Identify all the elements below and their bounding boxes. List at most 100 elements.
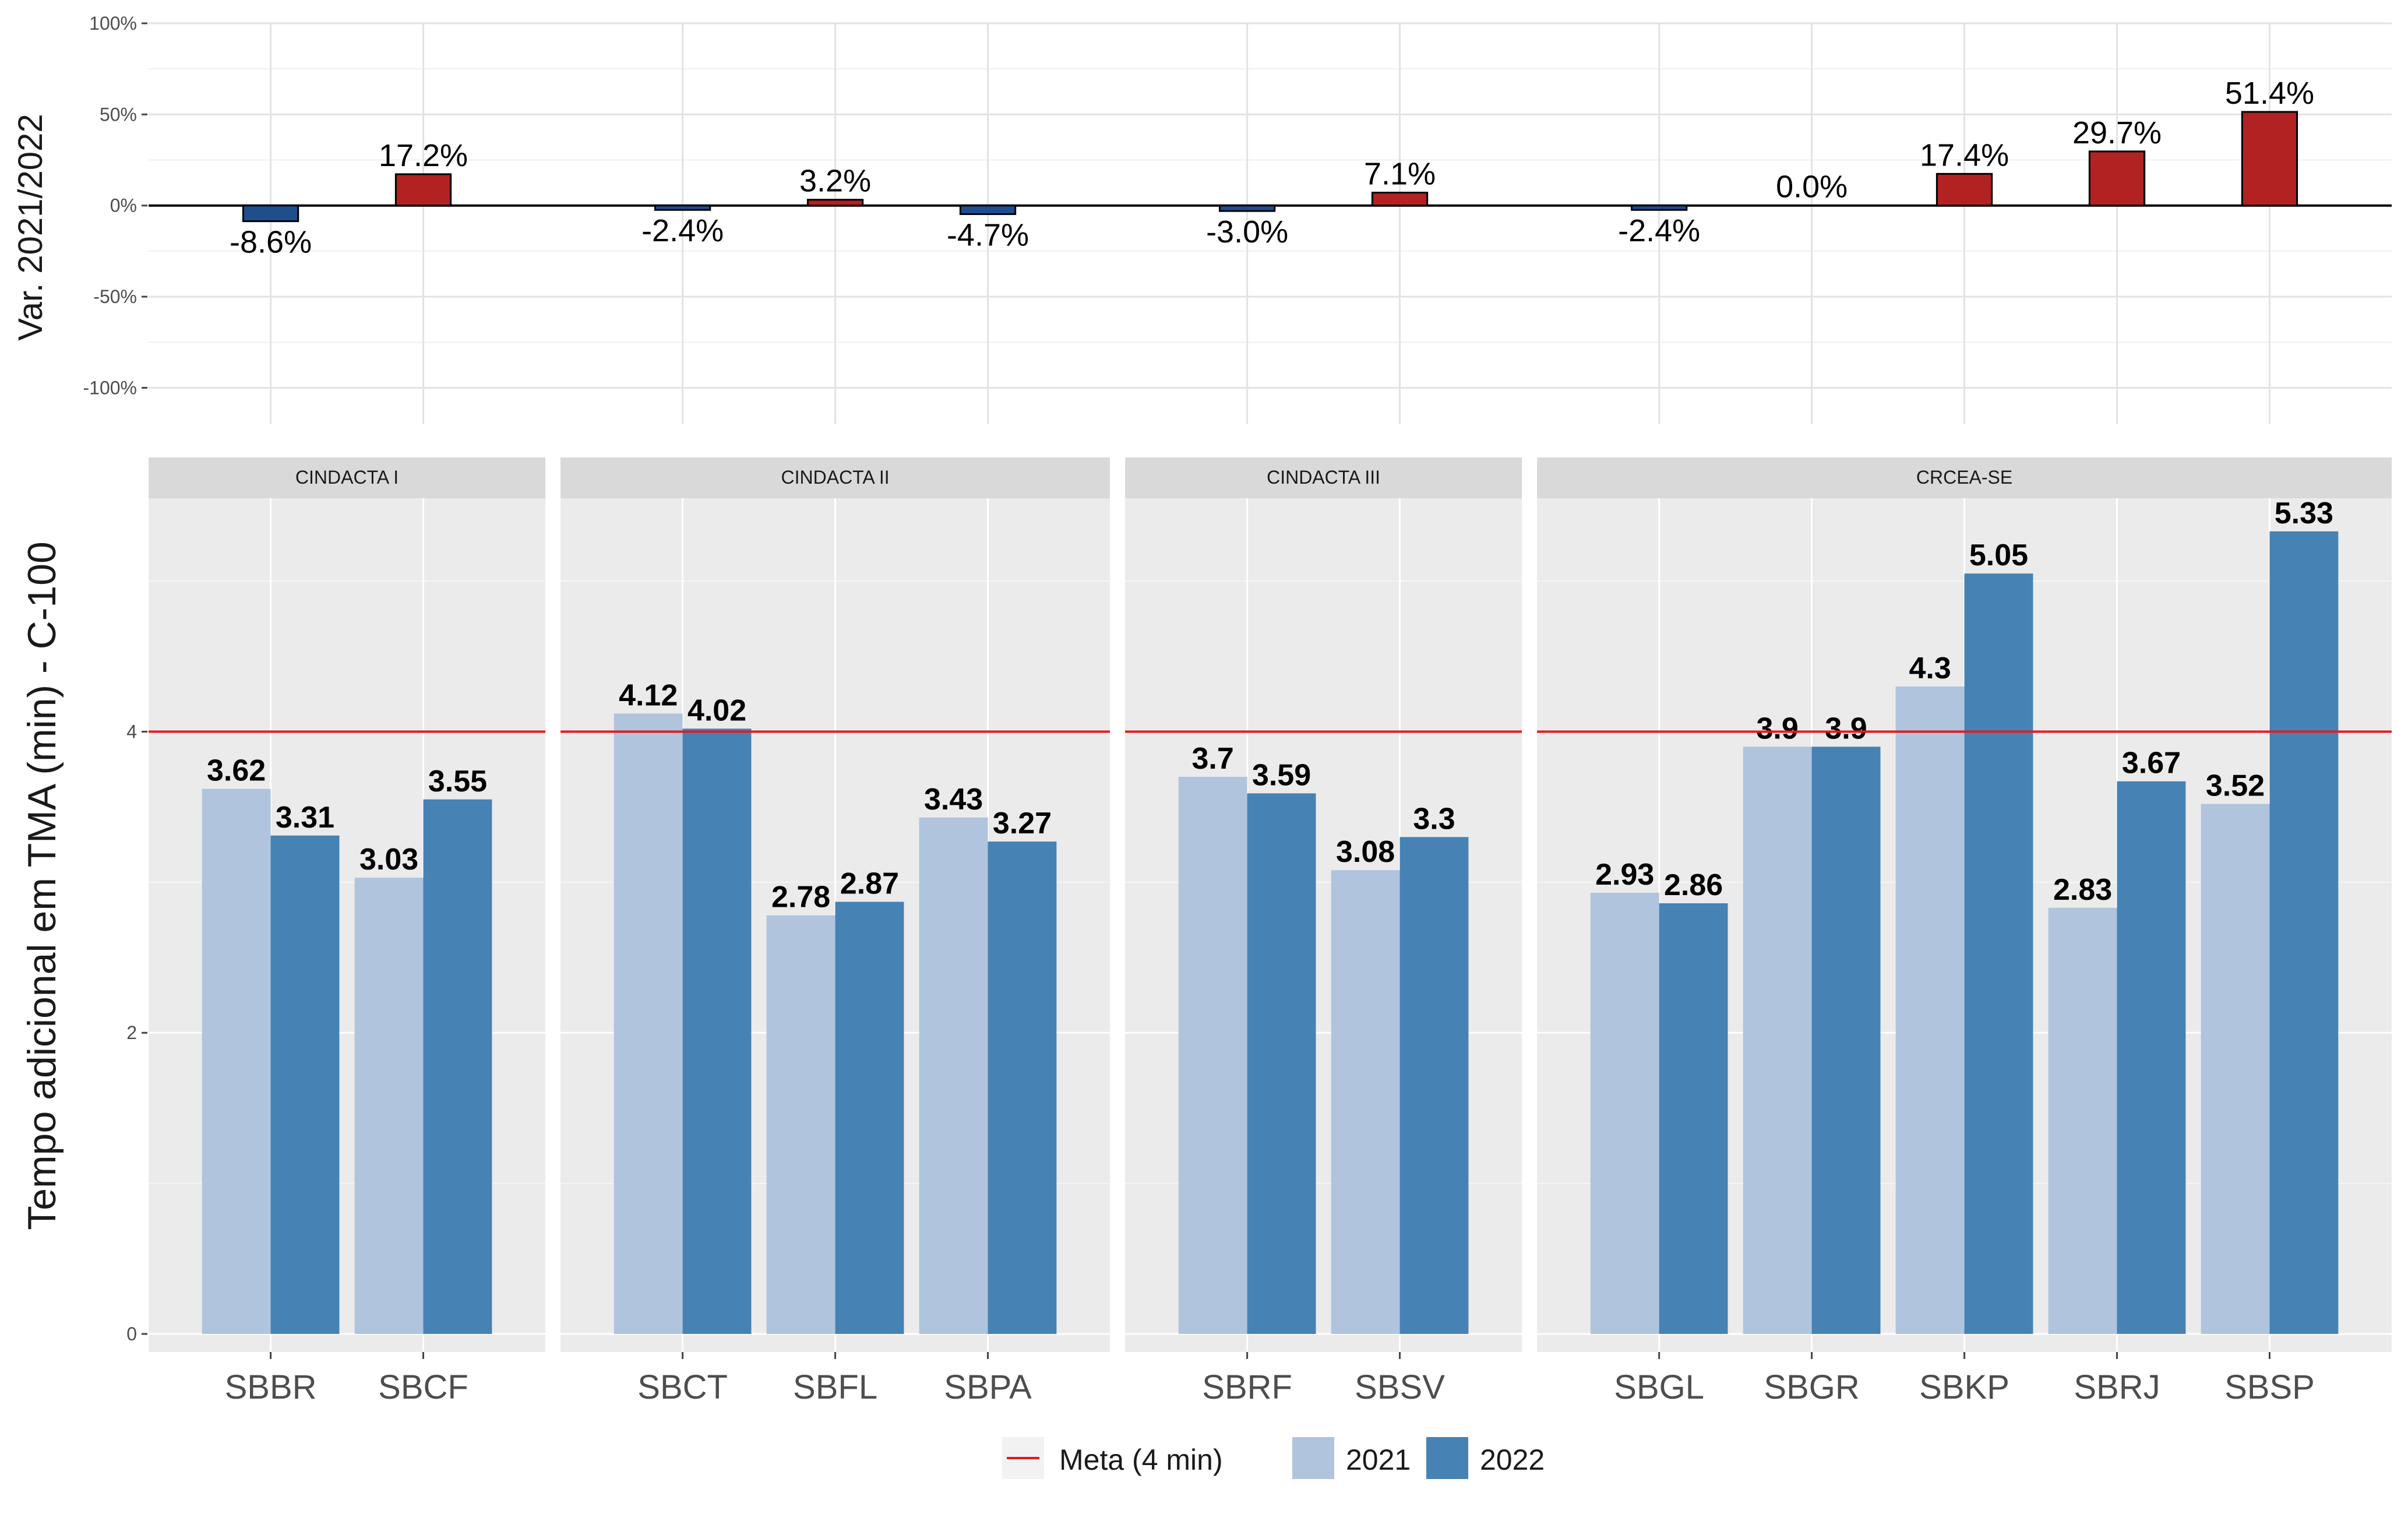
variation-bar-sbkp	[1935, 172, 1993, 207]
facet-strip	[1125, 457, 1522, 498]
bar-2021-sbkp	[1895, 686, 1965, 1334]
bar-2021-sbgl	[1590, 892, 1659, 1334]
variation-label-sbbr: -8.6%	[230, 225, 312, 260]
data-label-2021-sbgr: 3.9	[1757, 712, 1799, 745]
x-tick-label-sbkp: SBKP	[1919, 1368, 2009, 1406]
bar-2022-sbrf	[1247, 793, 1316, 1334]
data-label-2021-sbsv: 3.08	[1336, 835, 1395, 869]
x-tick-label-sbsp: SBSP	[2224, 1368, 2315, 1406]
variation-y-tick-label: 0%	[110, 195, 137, 216]
legend-label-meta: Meta (4 min)	[1059, 1443, 1223, 1476]
facet-strip-label: CINDACTA III	[1267, 467, 1380, 488]
variation-label-sbrj: 29.7%	[2072, 115, 2162, 150]
bar-2021-sbsp	[2201, 804, 2270, 1334]
data-label-2022-sbfl: 2.87	[840, 867, 899, 900]
x-tick-label-sbpa: SBPA	[944, 1368, 1032, 1406]
data-label-2021-sbcf: 3.03	[359, 843, 418, 876]
facet-cindacta-i: CINDACTA I 3.62 3.31 SBBR 3.03 3.55 SBCF	[149, 457, 546, 1406]
variation-bar-sbsv	[1371, 192, 1429, 207]
bar-2022-sbfl	[835, 902, 904, 1334]
x-tick-label-sbrf: SBRF	[1202, 1368, 1292, 1406]
bar-2022-sbkp	[1964, 573, 2033, 1334]
variation-data-labels: -8.6% 17.2% -2.4% 3.2% -4.7% -3.0% 7.1% -2.4% 0.…	[230, 76, 2314, 260]
variation-bar-sbct	[654, 205, 711, 211]
facet-strip	[560, 457, 1110, 498]
bar-2022-sbbr	[270, 835, 340, 1334]
legend-label-2022: 2022	[1480, 1443, 1545, 1476]
data-label-2022-sbsv: 3.3	[1413, 802, 1455, 836]
variation-bar-sbfl	[806, 199, 864, 207]
facet-panels: CINDACTA I3.623.31SBBR3.033.55SBCFCINDAC…	[126, 457, 2392, 1406]
variation-y-tick-label: 50%	[100, 104, 137, 125]
bar-2022-sbct	[682, 728, 752, 1334]
facet-crcea-se: CRCEA-SE 2.93 2.86 SBGL 3.9 3.9 SBGR 4.3 5.05 SBK…	[1537, 457, 2392, 1406]
variation-label-sbsv: 7.1%	[1364, 157, 1436, 192]
data-label-2022-sbpa: 3.27	[993, 807, 1052, 840]
bar-2022-sbgl	[1659, 903, 1728, 1334]
data-label-2021-sbkp: 4.3	[1909, 652, 1951, 685]
bar-2021-sbrf	[1178, 776, 1247, 1334]
variation-y-tick-label: -50%	[93, 286, 137, 307]
variation-label-sbcf: 17.2%	[379, 138, 468, 173]
variation-bar-sbcf	[394, 173, 452, 207]
bar-2021-sbgr	[1743, 747, 1812, 1334]
bar-2021-sbcf	[354, 878, 424, 1334]
data-label-2022-sbgr: 3.9	[1825, 712, 1867, 745]
tma-y-axis: 0 2 4	[126, 721, 147, 1344]
tma-y-axis-title: Tempo adicional em TMA (min) - C-100	[20, 541, 64, 1230]
variation-y-tick-label: -100%	[83, 377, 138, 398]
variation-grid	[149, 22, 2392, 424]
variation-bars	[242, 111, 2298, 223]
data-label-2022-sbkp: 5.05	[1969, 538, 2028, 572]
data-label-2021-sbrf: 3.7	[1192, 742, 1234, 776]
variation-y-axis-title: Var. 2021/2022	[12, 114, 50, 340]
data-label-2021-sbfl: 2.78	[771, 881, 830, 914]
legend-swatch-2022	[1426, 1437, 1468, 1479]
data-label-2021-sbpa: 3.43	[924, 783, 983, 816]
variation-bar-sbgl	[1631, 205, 1688, 211]
variation-bar-sbrj	[2088, 150, 2146, 207]
facet-cindacta-iii: CINDACTA III 3.7 3.59 SBRF 3.08 3.3 SBSV	[1125, 457, 1522, 1406]
data-label-2022-sbgl: 2.86	[1664, 868, 1723, 902]
x-tick-label-sbfl: SBFL	[793, 1368, 877, 1406]
bar-2022-sbcf	[423, 799, 492, 1334]
bar-2021-sbbr	[202, 788, 271, 1334]
x-tick-label-sbcf: SBCF	[378, 1368, 468, 1406]
bar-2021-sbct	[614, 713, 683, 1334]
variation-label-sbpa: -4.7%	[947, 217, 1029, 252]
x-tick-label-sbgl: SBGL	[1614, 1368, 1704, 1406]
data-label-2022-sbbr: 3.31	[276, 801, 334, 835]
legend-label-2021: 2021	[1346, 1443, 1411, 1476]
variation-label-sbgl: -2.4%	[1618, 213, 1700, 248]
data-label-2022-sbsp: 5.33	[2275, 497, 2333, 530]
variation-y-tick-label: 100%	[89, 13, 137, 34]
data-label-2021-sbbr: 3.62	[207, 754, 266, 788]
variation-bar-sbbr	[242, 205, 299, 223]
tma-y-tick-label: 4	[126, 721, 137, 742]
data-label-2022-sbrf: 3.59	[1252, 758, 1311, 792]
variation-panel: 100% 50% 0% -50% -100% Var. 2021/2022 -8.6% 1…	[12, 13, 2392, 424]
variation-label-sbfl: 3.2%	[799, 164, 871, 199]
data-label-2021-sbct: 4.12	[619, 678, 678, 712]
legend-swatch-2021	[1292, 1437, 1334, 1479]
tma-y-tick-label: 2	[126, 1022, 137, 1043]
variation-label-sbgr: 0.0%	[1776, 170, 1848, 205]
data-label-2022-sbcf: 3.55	[428, 765, 487, 798]
variation-bar-sbsp	[2241, 111, 2298, 207]
tma-panel: CINDACTA I3.623.31SBBR3.033.55SBCFCINDAC…	[20, 457, 2392, 1406]
variation-label-sbsp: 51.4%	[2225, 76, 2314, 111]
facet-strip-label: CINDACTA I	[295, 467, 399, 488]
variation-label-sbrf: -3.0%	[1206, 214, 1288, 249]
data-label-2021-sbgl: 2.93	[1595, 858, 1654, 892]
x-tick-label-sbct: SBCT	[637, 1368, 728, 1406]
x-tick-label-sbgr: SBGR	[1764, 1368, 1859, 1406]
data-label-2022-sbct: 4.02	[688, 693, 746, 727]
variation-bar-sbpa	[959, 205, 1017, 215]
variation-bar-sbrf	[1218, 205, 1276, 212]
bar-2022-sbsp	[2269, 531, 2339, 1334]
bar-2022-sbpa	[988, 841, 1057, 1334]
facet-strip	[149, 457, 546, 498]
facet-strip-label: CINDACTA II	[781, 467, 890, 488]
bar-2022-sbsv	[1399, 837, 1469, 1334]
